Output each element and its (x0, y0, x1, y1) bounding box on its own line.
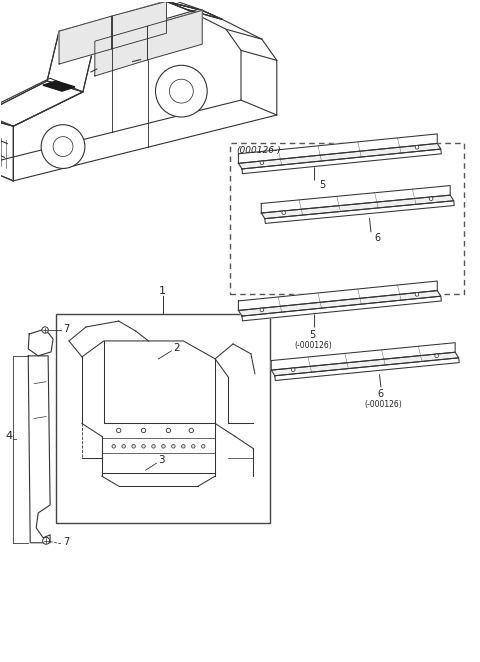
Circle shape (415, 146, 419, 149)
Polygon shape (275, 358, 459, 381)
Polygon shape (239, 281, 437, 310)
Text: 7: 7 (63, 324, 69, 334)
Polygon shape (242, 149, 441, 173)
Circle shape (291, 368, 295, 371)
Circle shape (169, 79, 193, 103)
Polygon shape (239, 144, 441, 169)
Circle shape (435, 354, 438, 357)
Polygon shape (261, 185, 450, 213)
Circle shape (282, 211, 286, 214)
Polygon shape (112, 1, 167, 49)
Polygon shape (0, 81, 83, 126)
Polygon shape (242, 296, 441, 321)
Text: 2: 2 (173, 343, 180, 353)
Polygon shape (147, 11, 202, 60)
Circle shape (41, 124, 85, 168)
Circle shape (156, 66, 207, 117)
Circle shape (53, 136, 73, 156)
Circle shape (43, 538, 49, 544)
Bar (56, 314, 270, 523)
Circle shape (142, 428, 146, 432)
Polygon shape (0, 117, 13, 181)
Circle shape (117, 428, 121, 432)
Circle shape (260, 161, 264, 165)
Circle shape (181, 445, 185, 448)
Polygon shape (59, 16, 112, 64)
Circle shape (202, 445, 205, 448)
Text: 5: 5 (310, 330, 316, 340)
Text: 1: 1 (158, 286, 166, 296)
Text: 6: 6 (377, 389, 384, 399)
Polygon shape (265, 201, 454, 223)
Circle shape (415, 293, 419, 296)
Circle shape (260, 308, 264, 312)
Circle shape (132, 445, 135, 448)
Polygon shape (28, 329, 53, 356)
Polygon shape (28, 356, 50, 543)
Text: 7: 7 (63, 537, 69, 547)
Circle shape (166, 428, 170, 432)
Text: (-000126): (-000126) (364, 400, 402, 408)
Polygon shape (271, 343, 455, 370)
Circle shape (192, 445, 195, 448)
Polygon shape (59, 1, 202, 41)
Text: 5: 5 (320, 180, 326, 190)
Polygon shape (167, 1, 222, 19)
Polygon shape (47, 31, 95, 92)
Polygon shape (271, 352, 459, 376)
Polygon shape (13, 11, 277, 181)
Circle shape (122, 445, 125, 448)
Circle shape (152, 445, 156, 448)
Circle shape (42, 327, 48, 333)
Polygon shape (239, 291, 441, 316)
Polygon shape (239, 134, 437, 164)
Circle shape (189, 428, 193, 432)
Text: (000126-): (000126-) (236, 146, 281, 155)
Polygon shape (167, 1, 222, 19)
Text: 3: 3 (158, 455, 165, 465)
Polygon shape (261, 195, 454, 218)
Polygon shape (95, 26, 147, 76)
Circle shape (142, 445, 145, 448)
Text: 4: 4 (5, 432, 12, 442)
Text: 6: 6 (374, 232, 380, 242)
Circle shape (162, 445, 165, 448)
Circle shape (429, 197, 433, 201)
Polygon shape (43, 81, 75, 91)
Polygon shape (0, 1, 241, 166)
Circle shape (112, 445, 116, 448)
Text: (-000126): (-000126) (295, 341, 333, 350)
Circle shape (171, 445, 175, 448)
Bar (230, 143, 464, 294)
